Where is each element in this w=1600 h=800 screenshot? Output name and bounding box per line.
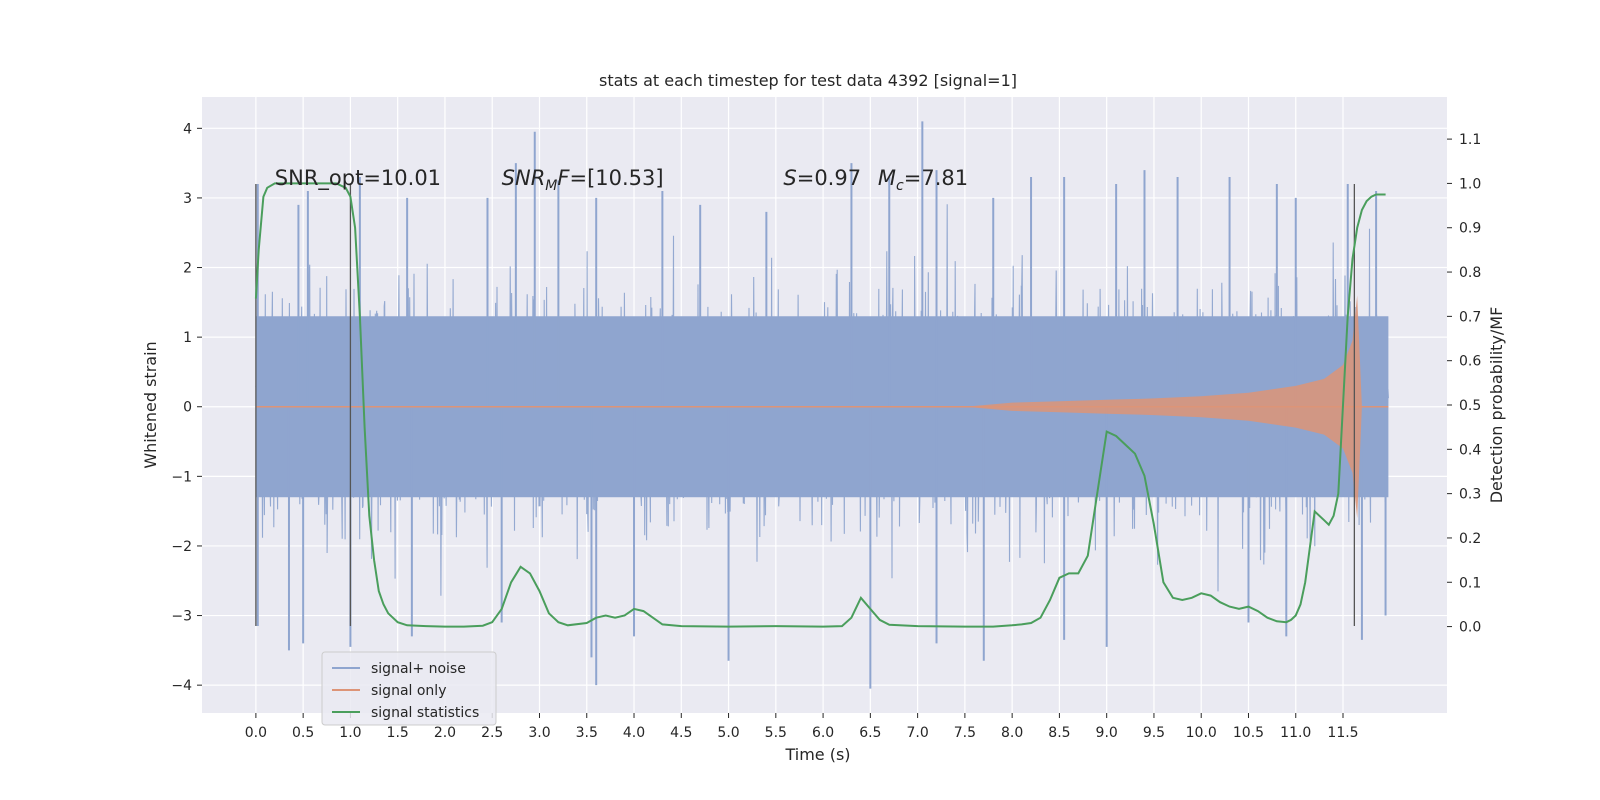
- y2-tick-label: 0.9: [1459, 221, 1481, 237]
- y2-tick-label: 1.0: [1459, 176, 1481, 192]
- x-axis-label: Time (s): [784, 745, 850, 764]
- y2-tick-label: 0.5: [1459, 398, 1481, 414]
- x-tick-label: 1.0: [339, 725, 361, 741]
- legend-label: signal statistics: [371, 705, 479, 721]
- x-tick-label: 2.0: [434, 725, 456, 741]
- y2-tick-label: 0.1: [1459, 575, 1481, 591]
- x-tick-label: 0.5: [292, 725, 314, 741]
- x-tick-label: 9.0: [1096, 725, 1118, 741]
- y2-tick-label: 0.6: [1459, 354, 1481, 370]
- x-tick-label: 1.5: [387, 725, 409, 741]
- x-tick-label: 7.5: [954, 725, 976, 741]
- x-tick-label: 7.0: [906, 725, 928, 741]
- y-tick-label: −3: [171, 609, 192, 625]
- x-tick-label: 8.0: [1001, 725, 1023, 741]
- x-tick-label: 2.5: [481, 725, 503, 741]
- x-tick-label: 0.0: [245, 725, 267, 741]
- y-tick-label: 0: [183, 400, 192, 416]
- y2-axis-label: Detection probability/MF: [1487, 307, 1506, 504]
- x-tick-label: 10.5: [1233, 725, 1264, 741]
- y2-tick-label: 0.4: [1459, 442, 1481, 458]
- legend-label: signal only: [371, 683, 446, 699]
- x-tick-label: 5.0: [717, 725, 739, 741]
- y-tick-label: 3: [183, 191, 192, 207]
- y2-tick-label: 0.0: [1459, 620, 1481, 636]
- x-tick-label: 3.5: [576, 725, 598, 741]
- x-tick-label: 5.5: [765, 725, 787, 741]
- y-tick-label: 2: [183, 261, 192, 277]
- legend-label: signal+ noise: [371, 661, 466, 677]
- y-tick-label: 4: [183, 121, 192, 137]
- annotation-snr-mf: SNRMF=[10.53]: [502, 166, 664, 194]
- y2-tick-label: 0.8: [1459, 265, 1481, 281]
- legend-box: [321, 651, 497, 726]
- x-tick-label: 9.5: [1143, 725, 1165, 741]
- annotation-chirp-mass: Mc=7.81: [878, 166, 968, 194]
- y-axis-label: Whitened strain: [141, 341, 160, 468]
- annotation-s-statistic: S=0.97: [783, 166, 861, 190]
- y-tick-label: 1: [183, 330, 192, 346]
- x-tick-label: 6.0: [812, 725, 834, 741]
- y-tick-label: −2: [171, 539, 192, 555]
- series-signal-only: [255, 295, 1389, 519]
- x-tick-label: 6.5: [859, 725, 881, 741]
- x-tick-label: 4.0: [623, 725, 645, 741]
- y2-tick-label: 0.7: [1459, 309, 1481, 325]
- series-signal-statistics: [254, 182, 1386, 628]
- axis-ticks: 0.0 0.5 1.0 1.5 2.0 2.5 3.0 3.5 4.0 4.5 5.0 5.5 6.0 6…: [171, 121, 1481, 741]
- x-tick-label: 4.5: [670, 725, 692, 741]
- y2-tick-label: 0.3: [1459, 487, 1481, 503]
- legend: signal+ noise signal only signal statistic…: [321, 651, 497, 726]
- annotations: SNR_opt=10.01 SNRMF=[10.53] S=0.97 Mc=7.81: [275, 166, 968, 194]
- x-tick-label: 11.5: [1327, 725, 1358, 741]
- x-tick-label: 10.0: [1186, 725, 1217, 741]
- annotation-snr-opt: SNR_opt=10.01: [275, 166, 441, 191]
- chart-title: stats at each timestep for test data 439…: [599, 71, 1017, 90]
- y2-tick-label: 1.1: [1459, 132, 1481, 148]
- signal-statistics-line: [254, 182, 1386, 628]
- event-marker-lines: [255, 184, 1356, 626]
- x-tick-label: 11.0: [1280, 725, 1311, 741]
- y-tick-label: −1: [171, 469, 192, 485]
- x-tick-label: 8.5: [1048, 725, 1070, 741]
- y-tick-label: −4: [171, 678, 192, 694]
- x-tick-label: 3.0: [528, 725, 550, 741]
- y2-tick-label: 0.2: [1459, 531, 1481, 547]
